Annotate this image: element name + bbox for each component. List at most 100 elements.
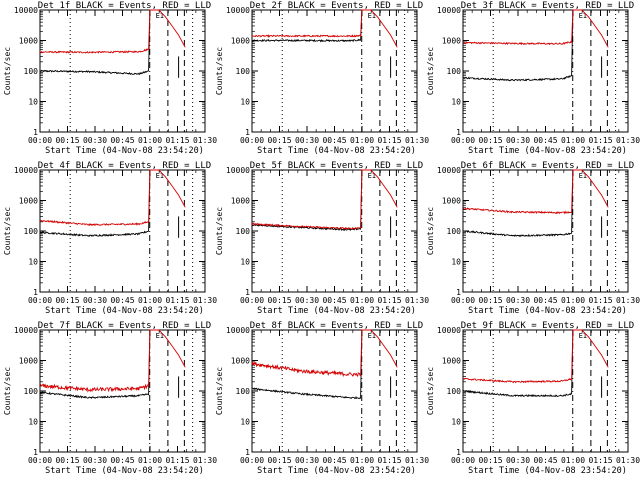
- x-tick-label: 01:15: [588, 296, 612, 305]
- chart-panel-3: Det 3f BLACK = Events, RED = LLD Start Ti…: [426, 1, 640, 156]
- x-tick-label: 01:00: [138, 296, 162, 305]
- x-tick-label: 00:00: [28, 456, 52, 465]
- y-tick-label: 10000: [437, 326, 461, 335]
- x-axis-label: Start Time (04-Nov-08 23:54:20): [468, 466, 627, 476]
- y-tick-label: 1000: [231, 37, 250, 46]
- y-tick-label: 10: [240, 98, 250, 107]
- chart-panel-5: Det 5f BLACK = Events, RED = LLD Start Ti…: [215, 161, 429, 316]
- y-tick-label: 1: [33, 288, 38, 297]
- panel-title: Det 8f BLACK = Events, RED = LLD: [250, 321, 423, 331]
- y-axis-label: Counts/sec: [215, 207, 224, 255]
- x-tick-label: 00:30: [506, 296, 530, 305]
- event-marker-label: E1: [579, 172, 587, 180]
- y-tick-label: 1000: [19, 37, 38, 46]
- x-tick-label: 00:45: [322, 296, 346, 305]
- x-tick-label: 00:00: [451, 136, 475, 145]
- chart-panel-8: Det 8f BLACK = Events, RED = LLD Start Ti…: [215, 321, 429, 476]
- plot-frame: [39, 329, 206, 453]
- lld-series-line: [251, 9, 398, 48]
- event-marker-label: E1: [156, 332, 164, 340]
- x-tick-label: 01:00: [138, 136, 162, 145]
- x-tick-label: 01:15: [588, 456, 612, 465]
- y-tick-label: 10000: [226, 326, 250, 335]
- x-tick-label: 00:15: [478, 136, 502, 145]
- y-tick-label: 1: [245, 128, 250, 137]
- x-tick-label: 00:15: [478, 456, 502, 465]
- y-axis-label: Counts/sec: [3, 367, 12, 415]
- events-series-line: [462, 329, 574, 398]
- plot-frame: [462, 169, 629, 293]
- lld-series-line: [39, 9, 186, 54]
- y-tick-label: 1: [456, 448, 461, 457]
- y-tick-label: 100: [24, 227, 39, 236]
- y-tick-label: 100: [236, 387, 251, 396]
- chart-panel-7: Det 7f BLACK = Events, RED = LLD Start Ti…: [3, 321, 217, 476]
- chart-panel-6: Det 6f BLACK = Events, RED = LLD Start Ti…: [426, 161, 640, 316]
- x-tick-label: 00:00: [28, 136, 52, 145]
- x-tick-label: 00:15: [267, 456, 291, 465]
- y-tick-label: 10: [451, 418, 461, 427]
- x-tick-label: 00:15: [55, 136, 79, 145]
- y-axis-label: Counts/sec: [426, 47, 435, 95]
- x-tick-label: 00:45: [110, 136, 134, 145]
- x-tick-label: 00:30: [83, 296, 107, 305]
- lld-series-line: [40, 329, 186, 393]
- plot-frame: [39, 169, 206, 293]
- y-tick-label: 10000: [14, 166, 38, 175]
- y-tick-label: 1: [456, 128, 461, 137]
- x-tick-label: 00:30: [83, 136, 107, 145]
- y-tick-label: 10: [28, 98, 38, 107]
- x-tick-label: 01:15: [588, 136, 612, 145]
- y-tick-label: 1000: [442, 37, 461, 46]
- x-tick-label: 01:15: [377, 296, 401, 305]
- events-series-line: [251, 9, 363, 43]
- y-tick-label: 1: [33, 128, 38, 137]
- y-axis-label: Counts/sec: [426, 367, 435, 415]
- events-series-line: [251, 169, 363, 232]
- chart-panel-9: Det 9f BLACK = Events, RED = LLD Start Ti…: [426, 321, 640, 476]
- y-tick-label: 100: [447, 227, 462, 236]
- x-axis-label: Start Time (04-Nov-08 23:54:20): [468, 306, 627, 316]
- y-tick-label: 1: [456, 288, 461, 297]
- x-tick-label: 01:00: [350, 296, 374, 305]
- x-axis-label: Start Time (04-Nov-08 23:54:20): [257, 306, 416, 316]
- x-tick-label: 00:30: [295, 296, 319, 305]
- x-tick-label: 01:00: [350, 456, 374, 465]
- y-axis-label: Counts/sec: [215, 47, 224, 95]
- event-marker-label: E1: [579, 12, 587, 20]
- x-tick-label: 01:30: [193, 136, 217, 145]
- event-marker-label: E1: [156, 172, 164, 180]
- x-tick-label: 00:15: [478, 296, 502, 305]
- x-tick-label: 00:45: [533, 456, 557, 465]
- x-tick-label: 01:00: [138, 456, 162, 465]
- x-tick-label: 00:45: [533, 296, 557, 305]
- x-tick-label: 01:15: [377, 136, 401, 145]
- x-axis-label: Start Time (04-Nov-08 23:54:20): [468, 146, 627, 156]
- y-tick-label: 1000: [231, 357, 250, 366]
- events-series-line: [39, 329, 151, 400]
- x-tick-label: 00:15: [267, 296, 291, 305]
- y-tick-label: 1: [245, 448, 250, 457]
- panel-title: Det 9f BLACK = Events, RED = LLD: [461, 321, 634, 331]
- y-tick-label: 1000: [231, 197, 250, 206]
- panel-title: Det 3f BLACK = Events, RED = LLD: [461, 1, 634, 11]
- lld-series-line: [462, 329, 609, 384]
- x-tick-label: 01:30: [405, 296, 429, 305]
- x-tick-label: 01:15: [165, 136, 189, 145]
- y-tick-label: 1000: [442, 197, 461, 206]
- x-tick-label: 00:15: [55, 296, 79, 305]
- chart-panel-2: Det 2f BLACK = Events, RED = LLD Start Ti…: [215, 1, 429, 156]
- y-tick-label: 1000: [442, 357, 461, 366]
- event-marker-label: E1: [579, 332, 587, 340]
- y-tick-label: 10: [451, 258, 461, 267]
- x-tick-label: 01:30: [193, 456, 217, 465]
- x-tick-label: 00:45: [322, 456, 346, 465]
- x-axis-label: Start Time (04-Nov-08 23:54:20): [257, 146, 416, 156]
- y-tick-label: 100: [447, 67, 462, 76]
- chart-panel-1: Det 1f BLACK = Events, RED = LLD Start Ti…: [3, 1, 217, 156]
- x-tick-label: 00:00: [240, 136, 264, 145]
- x-tick-label: 01:00: [561, 136, 585, 145]
- panel-title: Det 2f BLACK = Events, RED = LLD: [250, 1, 423, 11]
- y-tick-label: 1: [33, 448, 38, 457]
